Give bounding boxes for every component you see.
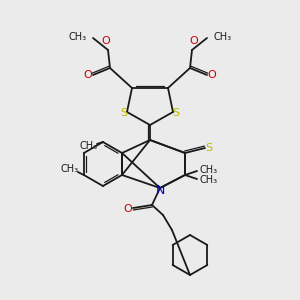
Text: CH₃: CH₃ bbox=[61, 164, 79, 174]
Text: CH₃: CH₃ bbox=[213, 32, 231, 42]
Text: CH₃: CH₃ bbox=[69, 32, 87, 42]
Text: O: O bbox=[208, 70, 216, 80]
Text: O: O bbox=[84, 70, 92, 80]
Text: O: O bbox=[190, 36, 198, 46]
Text: N: N bbox=[155, 184, 165, 196]
Text: S: S bbox=[120, 108, 128, 118]
Text: O: O bbox=[124, 204, 132, 214]
Text: CH₃: CH₃ bbox=[199, 165, 217, 175]
Text: CH₃: CH₃ bbox=[199, 175, 217, 185]
Text: S: S bbox=[172, 108, 180, 118]
Text: CH₃: CH₃ bbox=[80, 141, 98, 151]
Text: S: S bbox=[206, 143, 213, 153]
Text: O: O bbox=[102, 36, 110, 46]
